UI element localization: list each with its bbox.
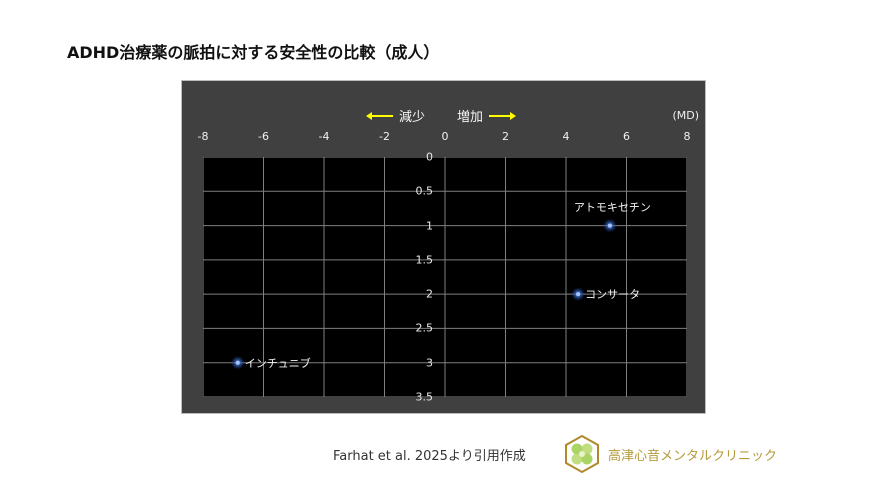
- data-point: [576, 292, 581, 297]
- left-arrow-icon: [366, 111, 393, 120]
- x-tick-label: -8: [197, 130, 209, 143]
- right-arrow-icon: [489, 111, 517, 120]
- citation: Farhat et al. 2025より引用作成: [333, 449, 526, 464]
- y-tick-label: 3.5: [415, 390, 434, 404]
- data-point: [607, 223, 612, 228]
- x-tick-label: -2: [379, 130, 390, 143]
- grid-lines: [203, 157, 687, 397]
- scatter-chart: 減少 増加 (MD) -8 -6 -4 -2 0 2 4 6 8 0 0.5 1 1.5 2 2.5 3 3.…: [181, 80, 706, 414]
- increase-label: 増加: [457, 110, 484, 125]
- x-tick-label: -4: [318, 130, 330, 143]
- page-title: ADHD治療薬の脈拍に対する安全性の比較（成人）: [67, 43, 440, 62]
- point-label: コンサータ: [585, 288, 641, 302]
- point-label: アトモキセチン: [573, 200, 651, 214]
- y-tick-label: 2: [426, 287, 433, 301]
- x-tick-label: 6: [623, 130, 630, 143]
- clover-hexagon-logo-icon: [563, 434, 601, 474]
- x-tick-label: 4: [562, 130, 570, 143]
- y-tick-label: 2.5: [415, 321, 434, 335]
- y-tick-label: 0.5: [415, 184, 434, 198]
- y-tick-label: 1: [426, 219, 433, 233]
- decrease-label: 減少: [399, 110, 426, 125]
- data-point: [235, 360, 240, 365]
- y-tick-label: 3: [426, 356, 433, 370]
- x-tick-label: 0: [441, 130, 449, 143]
- point-label: インチュニブ: [244, 356, 311, 370]
- plot-area: [203, 157, 687, 397]
- y-tick-label: 0: [426, 150, 433, 164]
- increase-direction: 増加: [457, 106, 517, 125]
- x-tick-label: 8: [683, 130, 691, 143]
- y-tick-label: 1.5: [415, 253, 434, 267]
- x-axis-unit: (MD): [672, 109, 699, 122]
- x-tick-label: -6: [258, 130, 269, 143]
- decrease-direction: 減少: [366, 106, 426, 125]
- x-tick-label: 2: [502, 130, 509, 143]
- clinic-name: 高津心音メンタルクリニック: [608, 449, 778, 464]
